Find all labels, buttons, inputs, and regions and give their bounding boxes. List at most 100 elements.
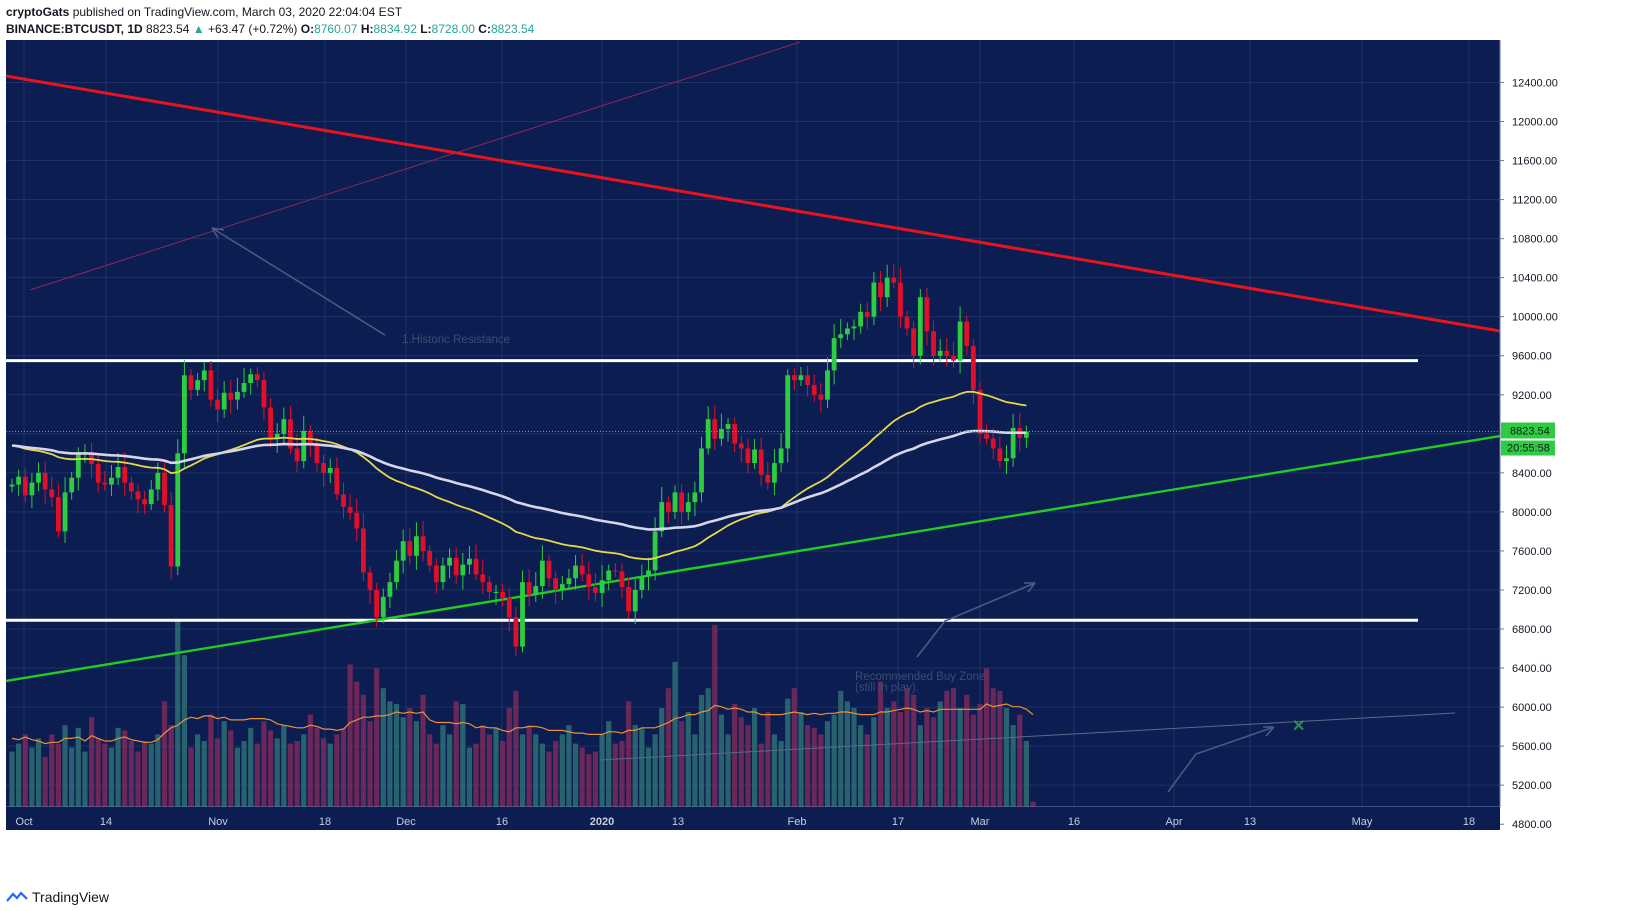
volume-bar [884, 708, 890, 807]
volume-bar [314, 727, 320, 807]
volume-bar [858, 725, 864, 807]
volume-bar [347, 664, 353, 807]
candle-body [221, 392, 227, 410]
volume-bar [228, 730, 234, 807]
volume-bar [188, 747, 194, 807]
candle-body [878, 282, 883, 298]
x-tick-label: 2020 [590, 816, 614, 828]
volume-bar [771, 734, 778, 807]
y-tick-label: 12000.00 [1512, 117, 1558, 129]
volume-bar [248, 727, 254, 807]
volume-bar [665, 688, 671, 807]
candle-body [705, 419, 711, 449]
volume-bar [652, 734, 658, 807]
x-tick-label: Apr [1165, 816, 1182, 828]
volume-bar [685, 711, 691, 807]
candle-body [851, 326, 857, 329]
annotation-text: (still in play). [855, 682, 919, 694]
symbol-label[interactable]: BINANCE:BTCUSDT, 1D [6, 22, 143, 36]
volume-bar [122, 730, 128, 807]
volume-bar [393, 704, 400, 807]
candle-body [420, 536, 426, 551]
candle-body [553, 578, 559, 590]
volume-bar [148, 743, 154, 807]
volume-bar [35, 738, 42, 807]
volume-bar [977, 704, 983, 807]
volume-bar [380, 688, 386, 807]
x-tick-label: Mar [971, 816, 990, 828]
volume-bar [294, 741, 300, 807]
volume-bar [16, 743, 22, 807]
volume-bar [851, 708, 857, 807]
candle-body [970, 345, 976, 390]
pitch-line [29, 41, 801, 291]
volume-bar [533, 734, 539, 807]
volume-bar [420, 694, 426, 807]
candle-body [738, 443, 744, 449]
candle-body [307, 430, 313, 445]
candle-body [414, 536, 419, 556]
open-value: 8760.07 [314, 22, 358, 36]
volume-bar [579, 747, 585, 807]
volume-bar [897, 711, 904, 807]
x-tick-label: 14 [100, 816, 112, 828]
candle-body [540, 560, 545, 587]
volume-bar [88, 717, 95, 807]
x-tick-label: 16 [1068, 816, 1080, 828]
volume-bar [181, 655, 187, 807]
candle-body [599, 580, 605, 593]
volume-bar [69, 747, 75, 807]
volume-bar [460, 704, 466, 807]
candle-body [758, 449, 764, 475]
candle-body [387, 582, 393, 597]
candle-body [858, 311, 864, 327]
y-tick-label: 5200.00 [1512, 780, 1552, 792]
volume-bar [161, 701, 168, 807]
volume-bar [115, 727, 121, 807]
candle-body [904, 316, 910, 329]
candle-body [460, 564, 466, 576]
candle-body [42, 472, 48, 490]
up-arrow-icon: ▲ [192, 22, 205, 36]
candle-body [321, 463, 327, 473]
volume-bar [486, 734, 492, 807]
volume-bar [692, 734, 698, 807]
candle-body [785, 375, 791, 449]
candle-body [374, 589, 380, 618]
volume-bar [619, 741, 625, 807]
candle-body [36, 472, 41, 483]
candle-body [699, 448, 704, 493]
volume-bar [506, 708, 512, 807]
volume-bar [473, 743, 479, 807]
candle-body [1004, 458, 1009, 462]
candle-body [652, 531, 658, 571]
volume-bar [1023, 741, 1029, 807]
candle-body [69, 477, 75, 493]
candle-body [493, 591, 499, 593]
volume-bar [241, 741, 247, 807]
volume-bar [49, 734, 55, 807]
candle-body [765, 474, 771, 483]
volume-bar [208, 714, 214, 807]
candle-body [241, 383, 247, 392]
buy-zone-arrow [916, 582, 1036, 658]
candle-body [367, 572, 373, 590]
candle-body [288, 419, 293, 449]
author-name[interactable]: cryptoGats [6, 5, 70, 19]
volume-bar [281, 725, 287, 807]
candle-body [400, 541, 406, 561]
projection-line [599, 712, 1456, 761]
footer-brand[interactable]: TradingView [32, 889, 110, 905]
volume-bar [400, 717, 406, 807]
volume-bar [950, 688, 957, 807]
volume-bar [911, 694, 917, 807]
volume-bar [135, 751, 141, 807]
publish-info: cryptoGats published on TradingView.com,… [6, 4, 534, 21]
low-value: 8728.00 [431, 22, 475, 36]
uptrend-line [6, 434, 1500, 683]
volume-bar [811, 727, 817, 807]
y-tick-label: 6000.00 [1512, 702, 1552, 714]
candle-body [486, 582, 492, 592]
high-value: 8834.92 [373, 22, 417, 36]
